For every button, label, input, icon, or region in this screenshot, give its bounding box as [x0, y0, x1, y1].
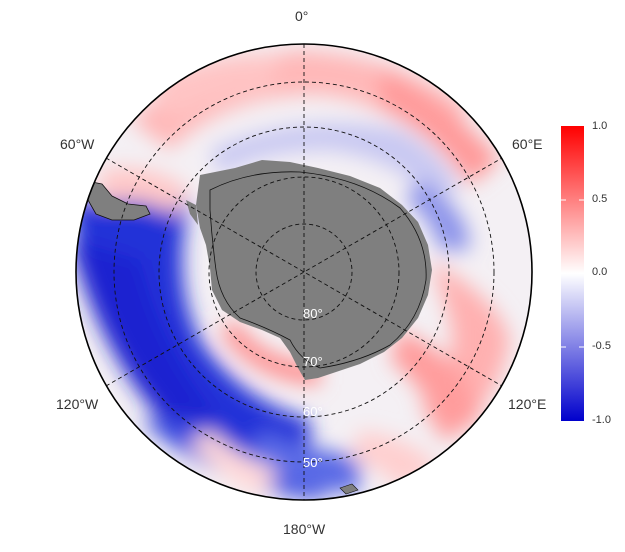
- lat-label-50: 50°: [303, 455, 323, 470]
- meridians: [105, 44, 503, 500]
- lon-label-60e: 60°E: [512, 136, 543, 152]
- correlation-field: [76, 44, 532, 500]
- lat-label-60: 60°: [303, 404, 323, 419]
- colorbar-label-0: 0.0: [592, 266, 608, 278]
- colorbar-ticks: [561, 199, 584, 348]
- lon-label-120w: 120°W: [56, 396, 99, 412]
- lon-label-60w: 60°W: [60, 136, 95, 152]
- lon-label-120e: 120°E: [508, 396, 547, 412]
- south-america-land: [87, 181, 151, 221]
- antarctica-land: [196, 160, 432, 380]
- colorbar-label-neg-0-5: -0.5: [592, 340, 611, 352]
- map-boundary: [75, 43, 533, 501]
- lat-label-80: 80°: [303, 306, 323, 321]
- colorbar: [561, 126, 584, 421]
- colorbar-label-1: 1.0: [592, 120, 608, 132]
- colorbar-label-0-5: 0.5: [592, 193, 608, 205]
- lat-label-70: 70°: [303, 354, 323, 369]
- colorbar-label-neg-1: -1.0: [592, 414, 611, 426]
- lon-label-0: 0°: [295, 8, 309, 24]
- lon-label-180w: 180°W: [283, 521, 326, 537]
